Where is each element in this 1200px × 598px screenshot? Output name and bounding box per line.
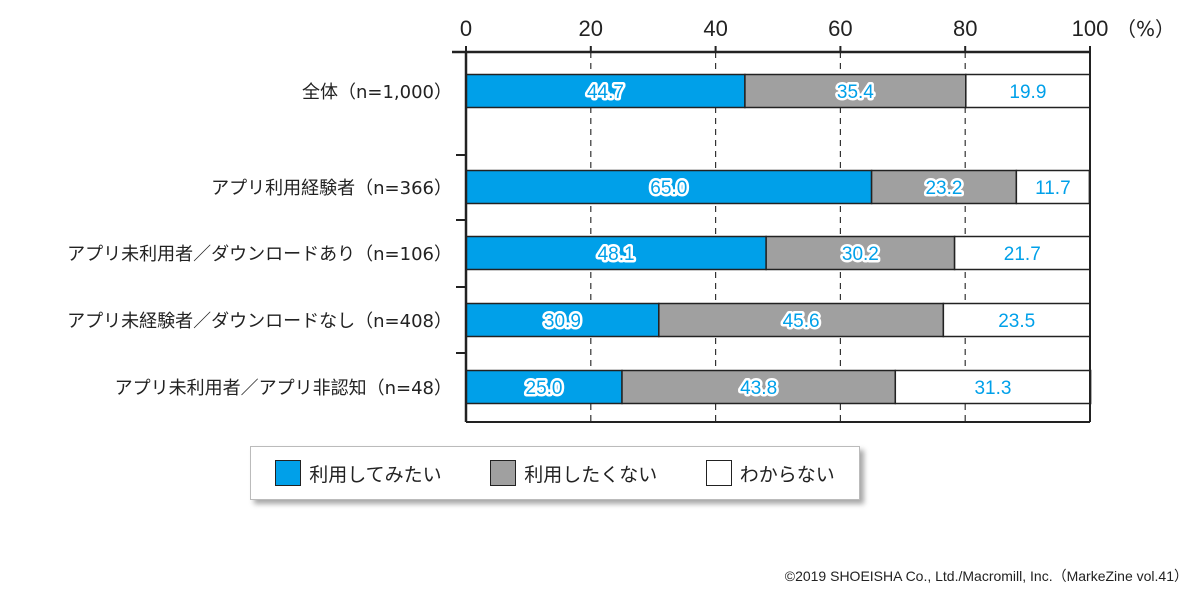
unit-label: （%） <box>1116 17 1175 41</box>
data-label: 25.0 <box>526 378 563 399</box>
legend-item: 利用したくない <box>490 460 657 487</box>
data-label: 48.1 <box>598 244 635 265</box>
legend-swatch <box>275 460 302 486</box>
x-tick-label: 40 <box>703 16 727 41</box>
data-label: 65.0 <box>650 178 687 199</box>
bar-segment <box>744 73 967 109</box>
data-label: 43.8 <box>740 378 777 399</box>
data-label: 11.7 <box>1035 178 1071 199</box>
category-label: アプリ利用経験者（n=366） <box>211 178 452 199</box>
data-label: 30.2 <box>842 244 879 265</box>
bar-segment <box>621 369 897 405</box>
legend-swatch <box>490 460 517 486</box>
x-tick-label: 60 <box>828 16 852 41</box>
x-tick-label: 100 <box>1072 16 1109 41</box>
bar-segment <box>942 302 1091 338</box>
legend-item: わからない <box>705 460 835 487</box>
data-label: 23.2 <box>925 178 962 199</box>
data-label: 30.9 <box>544 311 581 332</box>
data-label: 44.7 <box>587 82 624 103</box>
legend: 利用してみたい 利用したくない わからない <box>250 446 860 500</box>
x-tick-label: 80 <box>953 16 977 41</box>
category-label: アプリ未利用者／ダウンロードあり（n=106） <box>67 244 452 265</box>
category-label: 全体（n=1,000） <box>302 82 452 103</box>
data-label: 19.9 <box>1009 82 1046 103</box>
legend-label: わからない <box>739 463 835 486</box>
bar-segment <box>1015 169 1091 205</box>
legend-swatch <box>705 460 732 486</box>
legend-label: 利用してみたい <box>309 463 442 486</box>
data-label: 21.7 <box>1004 244 1041 265</box>
bar-segment <box>870 169 1018 205</box>
legend-label: 利用したくない <box>524 463 658 486</box>
data-label: 45.6 <box>783 311 820 332</box>
bar-segment <box>894 369 1092 405</box>
legend-item: 利用してみたい <box>275 460 442 487</box>
bar-segment <box>465 302 660 338</box>
bar-segment <box>465 369 623 405</box>
data-label: 35.4 <box>837 82 874 103</box>
x-tick-label: 20 <box>579 16 603 41</box>
bar-segment <box>765 235 956 271</box>
bar-segment <box>953 235 1091 271</box>
bar-segment <box>465 73 746 109</box>
data-label: 23.5 <box>998 311 1035 332</box>
category-label: アプリ未経験者／ダウンロードなし（n=408） <box>67 311 452 332</box>
data-label: 31.3 <box>974 378 1011 399</box>
copyright: ©2019 SHOEISHA Co., Ltd./Macromill, Inc.… <box>784 568 1188 584</box>
x-tick-label: 0 <box>460 16 472 41</box>
bar-segment <box>658 302 945 338</box>
category-label: アプリ未利用者／アプリ非認知（n=48） <box>115 378 452 399</box>
